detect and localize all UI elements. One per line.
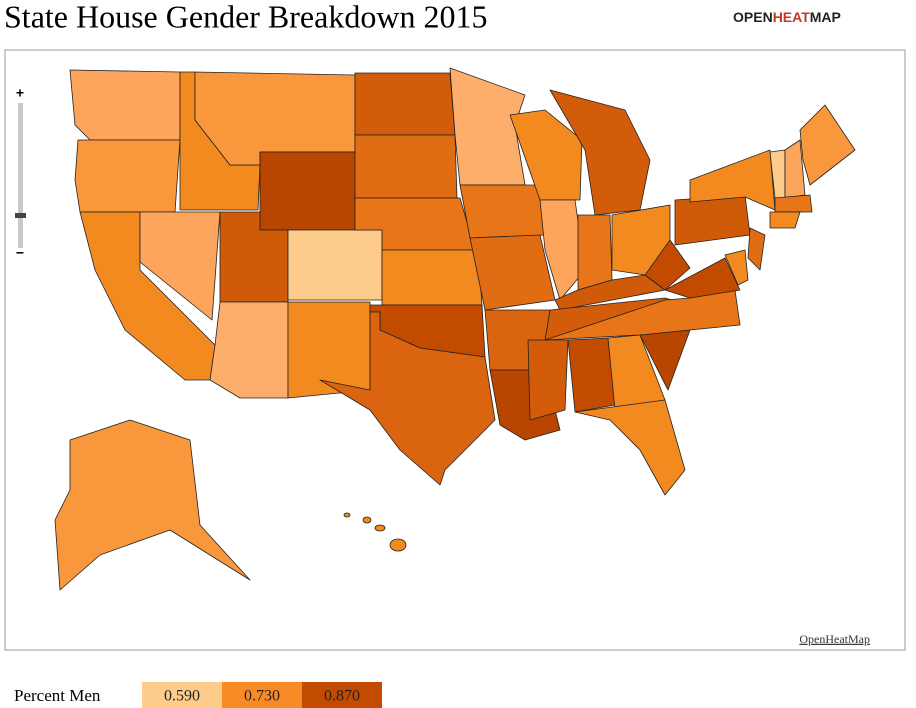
page-title: State House Gender Breakdown 2015 — [4, 0, 487, 34]
state-shape — [209, 301, 289, 399]
legend-swatch — [222, 682, 302, 708]
state-shape — [539, 199, 586, 301]
legend: 0.590 0.730 0.870 — [142, 682, 382, 708]
logo-part: OPEN — [733, 9, 773, 25]
zoom-control: + − — [15, 85, 26, 261]
state-shape — [54, 419, 251, 591]
state-shape — [644, 239, 691, 291]
state-shape — [509, 109, 583, 201]
state-shape — [374, 524, 386, 532]
state-shape — [724, 249, 749, 286]
state-shape — [354, 134, 458, 199]
logo[interactable]: OPENHEATMAP — [733, 9, 841, 25]
state-shape — [343, 512, 351, 518]
map-states — [54, 67, 856, 591]
logo-part: MAP — [810, 9, 841, 25]
state-shape — [784, 139, 806, 199]
state-shape — [469, 234, 556, 311]
legend-swatch — [142, 682, 222, 708]
state-shape — [577, 214, 613, 291]
zoom-slider[interactable] — [18, 103, 23, 248]
state-shape — [319, 311, 496, 486]
state-shape — [139, 211, 221, 321]
state-shape — [74, 139, 181, 213]
legend-label: 0.870 — [324, 688, 360, 705]
state-shape — [799, 104, 856, 186]
state-shape — [259, 151, 356, 231]
state-shape — [287, 229, 383, 301]
state-shape — [769, 211, 801, 229]
zoom-in[interactable]: + — [16, 85, 24, 101]
state-shape — [574, 399, 686, 496]
logo-part: HEAT — [773, 9, 811, 25]
state-shape — [567, 337, 616, 413]
state-shape — [69, 69, 181, 141]
state-shape — [194, 71, 356, 166]
state-shape — [664, 257, 741, 299]
state-shape — [389, 538, 407, 552]
legend-title: Percent Men — [14, 686, 101, 705]
state-shape — [354, 72, 456, 136]
legend-label: 0.730 — [244, 688, 280, 705]
state-shape — [527, 339, 569, 421]
state-shape — [459, 184, 546, 239]
state-shape — [774, 194, 813, 213]
attribution[interactable]: OpenHeatMap — [799, 632, 870, 646]
state-shape — [381, 249, 483, 306]
legend-label: 0.590 — [164, 688, 200, 705]
legend-swatch — [302, 682, 382, 708]
state-shape — [362, 516, 372, 524]
state-shape — [747, 227, 766, 271]
state-shape — [689, 149, 776, 211]
zoom-handle[interactable] — [15, 213, 26, 218]
zoom-out[interactable]: − — [16, 245, 24, 261]
